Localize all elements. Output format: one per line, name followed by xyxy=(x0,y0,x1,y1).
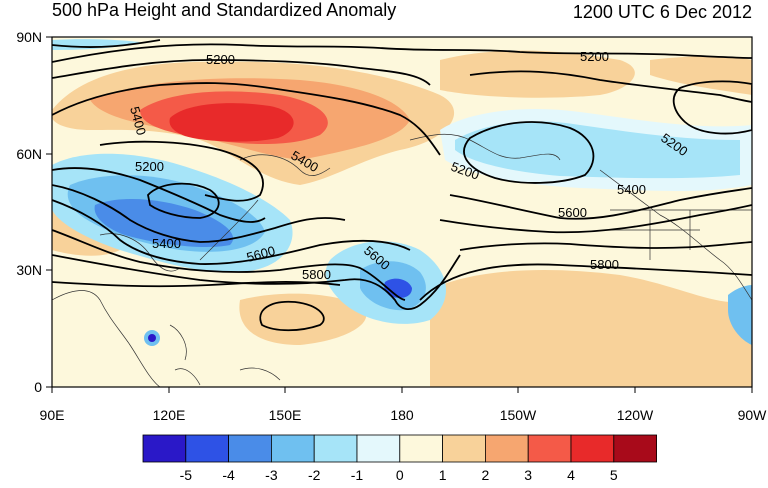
colorbar-swatch xyxy=(484,434,529,463)
lon-label: 180 xyxy=(390,407,414,423)
colorbar-label: 3 xyxy=(524,467,532,483)
lon-label: 120W xyxy=(617,407,654,423)
colorbar-swatch xyxy=(142,434,187,463)
colorbar-swatch xyxy=(270,434,315,463)
lon-label: 150E xyxy=(269,407,302,423)
lon-label: 150W xyxy=(500,407,537,423)
colorbar-swatch xyxy=(613,434,657,463)
lat-label: 90N xyxy=(16,29,42,45)
colorbar-label: 1 xyxy=(439,467,447,483)
colorbar-swatch xyxy=(570,434,615,463)
lon-label: 90W xyxy=(738,407,768,423)
contour-label: 5200 xyxy=(580,49,609,64)
lon-label: 120E xyxy=(153,407,186,423)
colorbar: -5 -4 -3 -2 -1 0 1 2 3 4 5 xyxy=(142,434,657,483)
lon-labels: 90E 120E 150E 180 150W 120W 90W xyxy=(40,407,768,423)
map-title: 500 hPa Height and Standardized Anomaly xyxy=(52,0,397,20)
contour-label: 5800 xyxy=(302,267,331,282)
colorbar-swatch xyxy=(313,434,358,463)
colorbar-label: 4 xyxy=(567,467,575,483)
contour-label: 5600 xyxy=(558,205,587,220)
valid-time: 1200 UTC 6 Dec 2012 xyxy=(572,2,752,22)
colorbar-label: 0 xyxy=(396,467,404,483)
lon-label: 90E xyxy=(40,407,65,423)
coastlines xyxy=(52,133,752,387)
lat-label: 0 xyxy=(34,379,42,395)
contour-label: 5800 xyxy=(590,257,619,272)
colorbar-swatch xyxy=(356,434,401,463)
colorbar-label: -4 xyxy=(222,467,235,483)
anomaly-shading xyxy=(52,39,752,387)
contour-label: 5200 xyxy=(206,52,235,67)
colorbar-label: -3 xyxy=(265,467,278,483)
contour-label: 5400 xyxy=(127,105,149,137)
lat-labels: 90N 60N 30N 0 xyxy=(16,29,42,395)
colorbar-swatch xyxy=(442,434,486,463)
colorbar-swatch xyxy=(228,434,272,463)
colorbar-label: 2 xyxy=(482,467,490,483)
contour-label: 5600 xyxy=(245,243,277,265)
contour-label: 5200 xyxy=(135,159,164,174)
lat-label: 60N xyxy=(16,146,42,162)
contour-label: 5400 xyxy=(617,182,646,197)
colorbar-swatch xyxy=(399,434,443,463)
colorbar-label: -1 xyxy=(351,467,364,483)
height-contours xyxy=(52,39,752,332)
colorbar-label: 5 xyxy=(610,467,618,483)
colorbar-swatch xyxy=(527,434,572,463)
colorbar-label: -5 xyxy=(180,467,193,483)
colorbar-swatch xyxy=(185,434,230,463)
contour-label: 5400 xyxy=(152,236,181,251)
colorbar-label: -2 xyxy=(308,467,321,483)
axis-ticks xyxy=(46,36,753,393)
lat-label: 30N xyxy=(16,262,42,278)
